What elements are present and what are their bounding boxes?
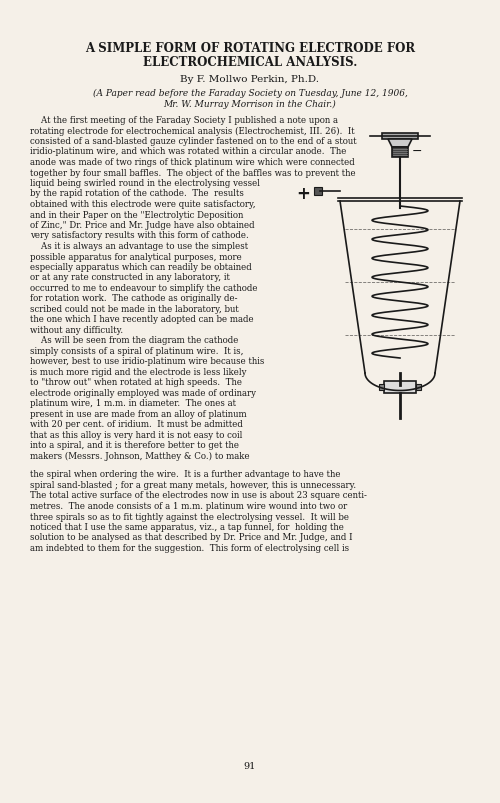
Text: −: − bbox=[412, 145, 422, 157]
Text: the one which I have recently adopted can be made: the one which I have recently adopted ca… bbox=[30, 315, 254, 324]
Text: or at any rate constructed in any laboratory, it: or at any rate constructed in any labora… bbox=[30, 273, 230, 282]
Text: metres.  The anode consists of a 1 m.m. platinum wire wound into two or: metres. The anode consists of a 1 m.m. p… bbox=[30, 501, 347, 511]
Text: consisted of a sand-blasted gauze cylinder fastened on to the end of a stout: consisted of a sand-blasted gauze cylind… bbox=[30, 137, 356, 146]
Text: +: + bbox=[296, 185, 310, 202]
Text: noticed that I use the same apparatus, viz., a tap funnel, for  holding the: noticed that I use the same apparatus, v… bbox=[30, 522, 344, 532]
Polygon shape bbox=[392, 148, 408, 158]
Text: to "throw out" when rotated at high speeds.  The: to "throw out" when rotated at high spee… bbox=[30, 378, 242, 387]
Text: spiral sand-blasted ; for a great many metals, however, this is unnecessary.: spiral sand-blasted ; for a great many m… bbox=[30, 480, 356, 489]
Text: however, best to use iridio-platinum wire because this: however, best to use iridio-platinum wir… bbox=[30, 357, 264, 366]
Text: liquid being swirled round in the electrolysing vessel: liquid being swirled round in the electr… bbox=[30, 179, 260, 188]
Text: obtained with this electrode were quite satisfactory,: obtained with this electrode were quite … bbox=[30, 200, 256, 209]
Text: 91: 91 bbox=[244, 761, 256, 770]
Text: the spiral when ordering the wire.  It is a further advantage to have the: the spiral when ordering the wire. It is… bbox=[30, 470, 340, 479]
Text: At the first meeting of the Faraday Society I published a note upon a: At the first meeting of the Faraday Soci… bbox=[30, 116, 338, 124]
Text: electrode originally employed was made of ordinary: electrode originally employed was made o… bbox=[30, 389, 256, 397]
Text: iridio-platinum wire, and which was rotated within a circular anode.  The: iridio-platinum wire, and which was rota… bbox=[30, 147, 346, 157]
Text: platinum wire, 1 m.m. in diameter.  The ones at: platinum wire, 1 m.m. in diameter. The o… bbox=[30, 399, 236, 408]
Text: especially apparatus which can readily be obtained: especially apparatus which can readily b… bbox=[30, 263, 252, 271]
Text: am indebted to them for the suggestion.  This form of electrolysing cell is: am indebted to them for the suggestion. … bbox=[30, 544, 349, 552]
Text: As it is always an advantage to use the simplest: As it is always an advantage to use the … bbox=[30, 242, 248, 251]
Text: by the rapid rotation of the cathode.  The  results: by the rapid rotation of the cathode. Th… bbox=[30, 190, 244, 198]
Polygon shape bbox=[382, 134, 418, 140]
Text: The total active surface of the electrodes now in use is about 23 square centi-: The total active surface of the electrod… bbox=[30, 491, 367, 500]
Text: for rotation work.  The cathode as originally de-: for rotation work. The cathode as origin… bbox=[30, 294, 238, 303]
Text: of Zinc," Dr. Price and Mr. Judge have also obtained: of Zinc," Dr. Price and Mr. Judge have a… bbox=[30, 221, 254, 230]
Polygon shape bbox=[314, 188, 322, 196]
Text: (A Paper read before the Faraday Society on Tuesday, June 12, 1906,: (A Paper read before the Faraday Society… bbox=[92, 89, 407, 98]
Polygon shape bbox=[384, 381, 416, 393]
Text: possible apparatus for analytical purposes, more: possible apparatus for analytical purpos… bbox=[30, 252, 242, 261]
Text: Mr. W. Murray Morrison in the Chair.): Mr. W. Murray Morrison in the Chair.) bbox=[164, 100, 336, 109]
Text: into a spiral, and it is therefore better to get the: into a spiral, and it is therefore bette… bbox=[30, 441, 239, 450]
Text: very satisfactory results with this form of cathode.: very satisfactory results with this form… bbox=[30, 231, 249, 240]
Text: solution to be analysed as that described by Dr. Price and Mr. Judge, and I: solution to be analysed as that describe… bbox=[30, 533, 352, 542]
Text: with 20 per cent. of iridium.  It must be admitted: with 20 per cent. of iridium. It must be… bbox=[30, 420, 243, 429]
Text: occurred to me to endeavour to simplify the cathode: occurred to me to endeavour to simplify … bbox=[30, 283, 258, 292]
Text: A SIMPLE FORM OF ROTATING ELECTRODE FOR: A SIMPLE FORM OF ROTATING ELECTRODE FOR bbox=[85, 42, 415, 55]
Polygon shape bbox=[416, 385, 421, 390]
Polygon shape bbox=[388, 140, 412, 148]
Text: As will be seen from the diagram the cathode: As will be seen from the diagram the cat… bbox=[30, 336, 238, 345]
Polygon shape bbox=[379, 385, 384, 390]
Text: By F. Mollwo Perkin, Ph.D.: By F. Mollwo Perkin, Ph.D. bbox=[180, 75, 320, 84]
Text: makers (Messrs. Johnson, Matthey & Co.) to make: makers (Messrs. Johnson, Matthey & Co.) … bbox=[30, 451, 250, 461]
Text: present in use are made from an alloy of platinum: present in use are made from an alloy of… bbox=[30, 410, 246, 418]
Text: that as this alloy is very hard it is not easy to coil: that as this alloy is very hard it is no… bbox=[30, 430, 242, 439]
Text: anode was made of two rings of thick platinum wire which were connected: anode was made of two rings of thick pla… bbox=[30, 158, 355, 167]
Text: ELECTROCHEMICAL ANALYSIS.: ELECTROCHEMICAL ANALYSIS. bbox=[143, 56, 357, 69]
Text: together by four small baffles.  The object of the baffles was to prevent the: together by four small baffles. The obje… bbox=[30, 169, 356, 177]
Text: without any difficulty.: without any difficulty. bbox=[30, 325, 123, 335]
Text: is much more rigid and the electrode is less likely: is much more rigid and the electrode is … bbox=[30, 368, 246, 377]
Text: three spirals so as to fit tightly against the electrolysing vessel.  It will be: three spirals so as to fit tightly again… bbox=[30, 512, 349, 521]
Text: rotating electrode for electrochemical analysis (Electrochemist, III. 26).  It: rotating electrode for electrochemical a… bbox=[30, 126, 354, 136]
Text: scribed could not be made in the laboratory, but: scribed could not be made in the laborat… bbox=[30, 304, 239, 314]
Text: and in their Paper on the "Electrolytic Deposition: and in their Paper on the "Electrolytic … bbox=[30, 210, 244, 219]
Text: simply consists of a spiral of platinum wire.  It is,: simply consists of a spiral of platinum … bbox=[30, 347, 244, 356]
